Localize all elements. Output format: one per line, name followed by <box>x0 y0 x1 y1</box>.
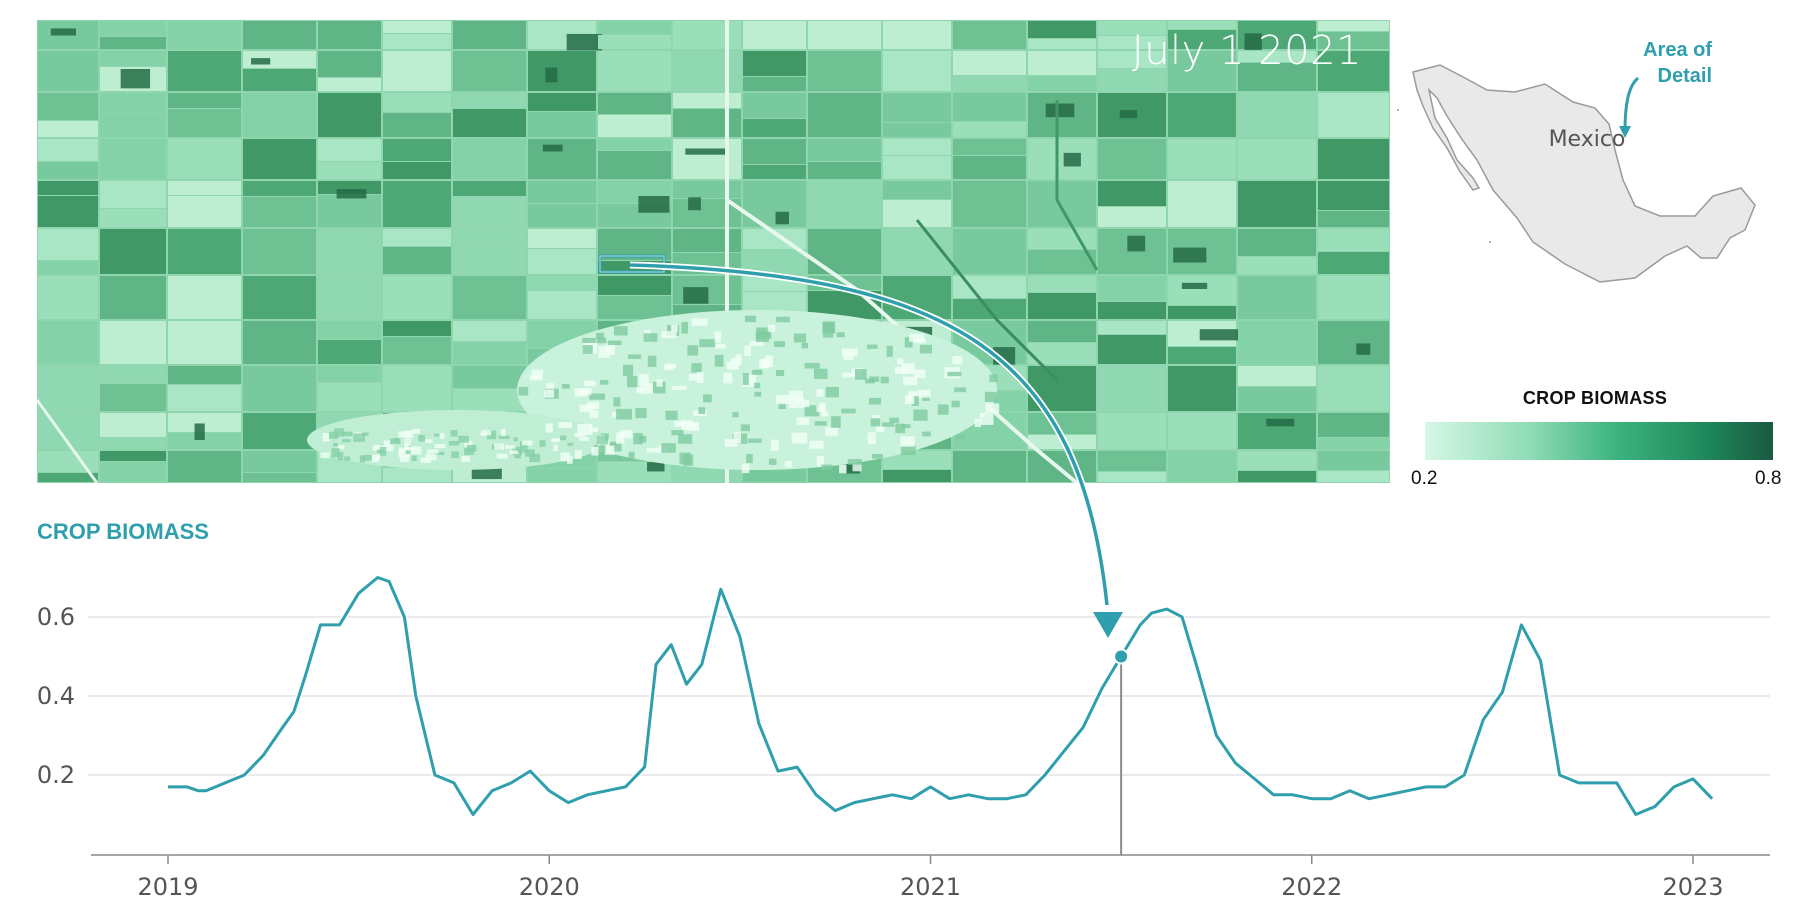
date-marker-point <box>1113 648 1130 665</box>
country-label: Mexico <box>1549 127 1626 152</box>
biomass-line-chart: CROP BIOMASS 0.20.40.6 2019 2020 2021 2022 2… <box>37 519 1770 901</box>
x-axis-ticks: 2019 2020 2021 2022 2023 <box>137 855 1724 901</box>
y-tick-label: 0.6 <box>37 603 75 631</box>
locator-map: Mexico Area of Detail <box>1397 39 1756 283</box>
mexico-shape <box>1412 64 1756 283</box>
island-dot <box>1489 241 1491 243</box>
field-plots <box>38 21 1389 482</box>
x-tick-label: 2023 <box>1662 873 1723 901</box>
series-line <box>168 576 1714 816</box>
image-date-label: July 1 2021 <box>1131 28 1362 74</box>
y-tick-label: 0.2 <box>37 761 75 789</box>
scale-gradient-bar <box>1425 422 1773 460</box>
island-dot <box>1397 109 1399 111</box>
detail-label-line2: Detail <box>1658 65 1712 87</box>
gridlines <box>88 616 1770 776</box>
detail-pointer-arrow <box>1623 76 1640 133</box>
field-mosaic <box>37 20 1390 483</box>
y-axis-ticks: 0.2 0.4 0.6 <box>37 603 75 789</box>
detail-label-line1: Area of <box>1643 39 1712 61</box>
color-scale-legend: CROP BIOMASS 0.2 0.8 <box>1410 388 1805 498</box>
detail-pointer-head <box>1619 126 1631 138</box>
x-tick-label: 2019 <box>137 873 198 901</box>
x-tick-label: 2021 <box>900 873 961 901</box>
x-tick-label: 2022 <box>1281 873 1342 901</box>
y-tick-label: 0.4 <box>37 682 75 710</box>
chart-title: CROP BIOMASS <box>37 519 209 544</box>
scale-max-label: 0.8 <box>1755 468 1782 489</box>
scale-min-label: 0.2 <box>1411 468 1438 489</box>
satellite-image: July 1 2021 <box>37 20 1390 483</box>
scale-title: CROP BIOMASS <box>1522 388 1668 408</box>
x-tick-label: 2020 <box>519 873 580 901</box>
